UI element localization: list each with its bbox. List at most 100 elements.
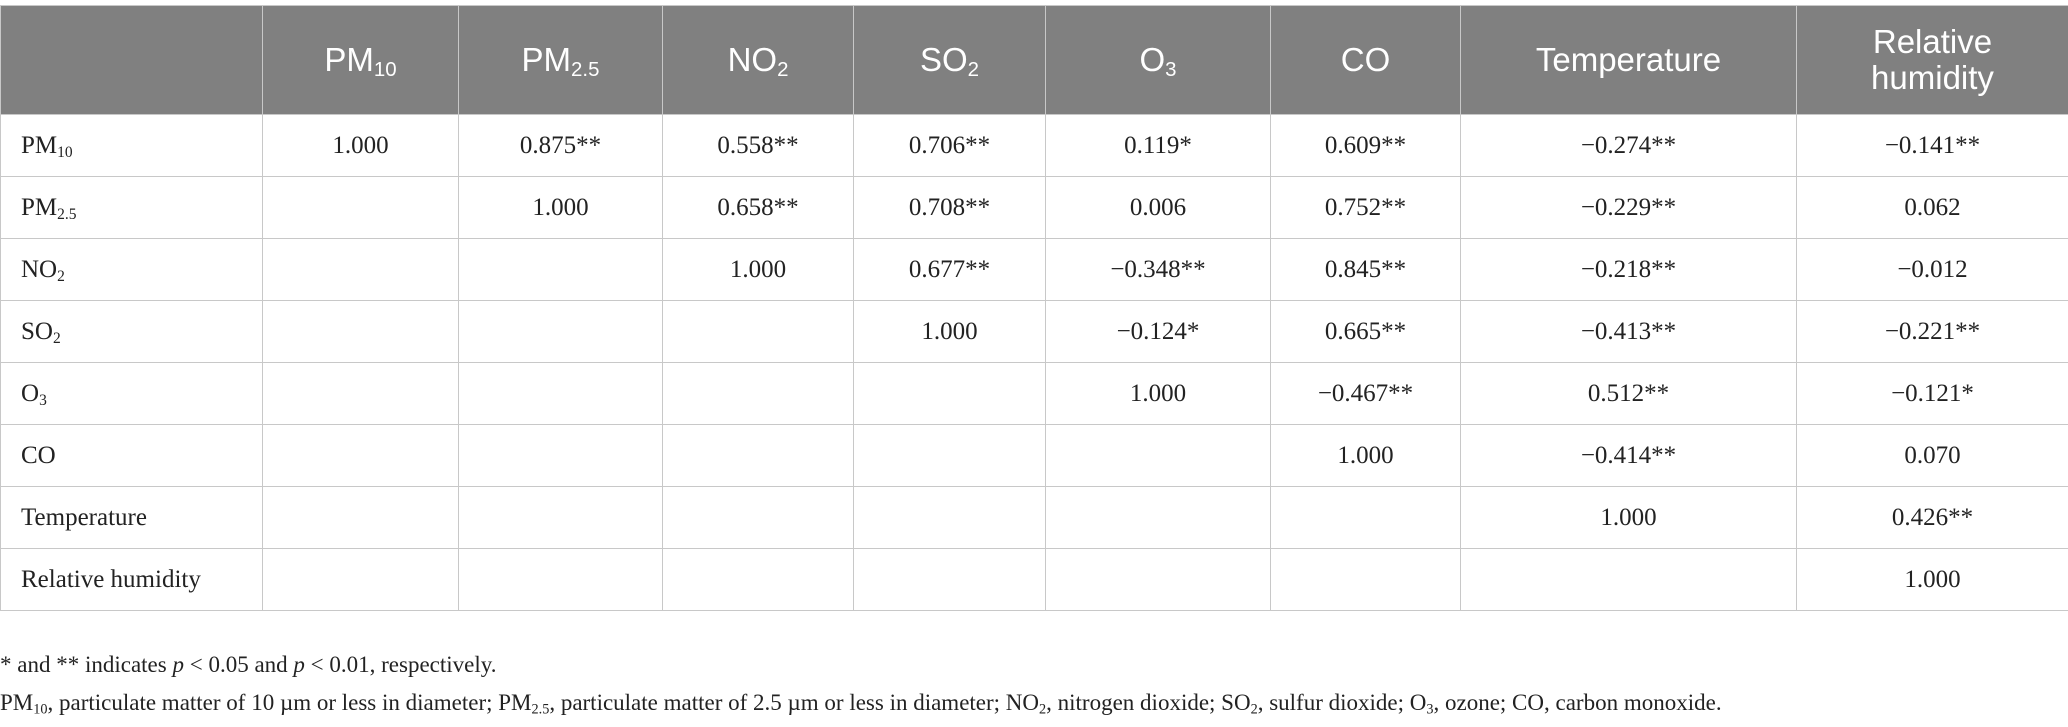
text-run: , nitrogen dioxide; SO xyxy=(1046,690,1251,715)
subscript: 2 xyxy=(777,57,789,81)
text-run: PM xyxy=(324,40,374,78)
table-cell xyxy=(662,486,854,549)
table-cell: 1.000 xyxy=(662,238,854,301)
table-cell: 0.609** xyxy=(1270,114,1461,177)
row-label: Relative humidity xyxy=(0,548,263,611)
text-run: < 0.01, respectively. xyxy=(304,652,497,677)
table-cell: −0.141** xyxy=(1796,114,2068,177)
table-cell: −0.413** xyxy=(1460,300,1797,363)
table-cell: −0.274** xyxy=(1460,114,1797,177)
table-cell xyxy=(1460,548,1797,611)
table-cell: 0.006 xyxy=(1045,176,1271,239)
table-cell: 0.512** xyxy=(1460,362,1797,425)
table-row: PM2.5 1.000 0.658** 0.708** 0.006 0.752** −0.2… xyxy=(0,176,2068,239)
table-row: CO 1.000 −0.414** 0.070 xyxy=(0,424,2068,487)
table-cell xyxy=(1270,548,1461,611)
table-cell: 0.677** xyxy=(853,238,1046,301)
table-cell: −0.467** xyxy=(1270,362,1461,425)
row-label: PM2.5 xyxy=(0,176,263,239)
text-run: SO xyxy=(21,317,53,345)
text-run: PM xyxy=(21,193,58,221)
table-cell xyxy=(1045,424,1271,487)
column-header: CO xyxy=(1270,5,1461,115)
table-cell xyxy=(262,486,459,549)
text-run: SO xyxy=(919,40,968,78)
table-cell xyxy=(1045,548,1271,611)
table-cell xyxy=(662,548,854,611)
table-cell xyxy=(262,362,459,425)
table-cell: 0.875** xyxy=(458,114,663,177)
text-run: PM xyxy=(0,690,34,715)
table-cell: 1.000 xyxy=(1460,486,1797,549)
text-run: , ozone; CO, carbon monoxide. xyxy=(1433,690,1722,715)
text-run: NO xyxy=(727,40,778,78)
subscript: 2 xyxy=(967,57,980,81)
text-run: Temperature xyxy=(21,503,147,531)
column-header: PM2.5 xyxy=(458,5,663,115)
table-cell xyxy=(853,424,1046,487)
table-cell: −0.012 xyxy=(1796,238,2068,301)
table-cell: 1.000 xyxy=(1796,548,2068,611)
table-cell: 0.070 xyxy=(1796,424,2068,487)
table-header: PM10 PM2.5 NO2 SO2 O3 CO Temperature Relative h… xyxy=(0,5,2068,115)
table-cell xyxy=(458,238,663,301)
column-header: SO2 xyxy=(853,5,1046,115)
italic-text: p xyxy=(172,652,184,677)
text-run: CO xyxy=(1340,40,1391,78)
table-cell xyxy=(662,424,854,487)
footnotes: * and ** indicates p < 0.05 and p < 0.01… xyxy=(0,646,1722,722)
text-run: Relative humidity xyxy=(1871,22,1994,96)
table-cell xyxy=(853,362,1046,425)
table-cell: 1.000 xyxy=(458,176,663,239)
table-cell xyxy=(262,238,459,301)
subscript: 2 xyxy=(1039,701,1047,718)
table-cell: 0.706** xyxy=(853,114,1046,177)
table-cell xyxy=(262,300,459,363)
table-cell xyxy=(458,362,663,425)
text-run: PM xyxy=(21,131,58,159)
table-row: PM10 1.000 0.875** 0.558** 0.706** 0.119* 0.60… xyxy=(0,114,2068,177)
table-cell: 0.119* xyxy=(1045,114,1271,177)
row-label: Temperature xyxy=(0,486,263,549)
table-cell: 1.000 xyxy=(853,300,1046,363)
text-run: < 0.05 and xyxy=(183,652,294,677)
column-header: Temperature xyxy=(1460,5,1797,115)
table-cell xyxy=(262,176,459,239)
subscript: 3 xyxy=(1426,701,1434,718)
footnote: PM10, particulate matter of 10 µm or les… xyxy=(0,684,1722,722)
subscript: 2 xyxy=(1250,701,1258,718)
row-label: NO2 xyxy=(0,238,263,301)
italic-text: p xyxy=(293,652,305,677)
table-cell: −0.218** xyxy=(1460,238,1797,301)
column-header: Relative humidity xyxy=(1796,5,2068,115)
table-cell: −0.121* xyxy=(1796,362,2068,425)
column-header: PM10 xyxy=(262,5,459,115)
table-cell: −0.221** xyxy=(1796,300,2068,363)
subscript: 10 xyxy=(57,143,73,161)
table-cell: 1.000 xyxy=(262,114,459,177)
text-run: O xyxy=(1139,40,1166,78)
table-row: Temperature 1.000 0.426** xyxy=(0,486,2068,549)
table-cell: 1.000 xyxy=(1045,362,1271,425)
text-run: CO xyxy=(21,441,56,469)
text-run: NO xyxy=(21,255,58,283)
footnote: * and ** indicates p < 0.05 and p < 0.01… xyxy=(0,646,1722,684)
table-cell: 0.708** xyxy=(853,176,1046,239)
table-cell: 0.658** xyxy=(662,176,854,239)
subscript: 2 xyxy=(52,329,61,347)
column-header: NO2 xyxy=(662,5,854,115)
text-run: O xyxy=(21,379,40,407)
subscript: 2.5 xyxy=(571,57,600,81)
table-cell xyxy=(1270,486,1461,549)
table-cell: 0.426** xyxy=(1796,486,2068,549)
subscript: 2.5 xyxy=(531,701,550,718)
row-label: CO xyxy=(0,424,263,487)
table-cell xyxy=(458,548,663,611)
table-row: SO2 1.000 −0.124* 0.665** −0.413** −0.221** xyxy=(0,300,2068,363)
table-row: Relative humidity 1.000 xyxy=(0,548,2068,611)
row-label: PM10 xyxy=(0,114,263,177)
table-cell xyxy=(1045,486,1271,549)
header-row: PM10 PM2.5 NO2 SO2 O3 CO Temperature Relative h… xyxy=(0,5,2068,115)
table-cell xyxy=(662,362,854,425)
